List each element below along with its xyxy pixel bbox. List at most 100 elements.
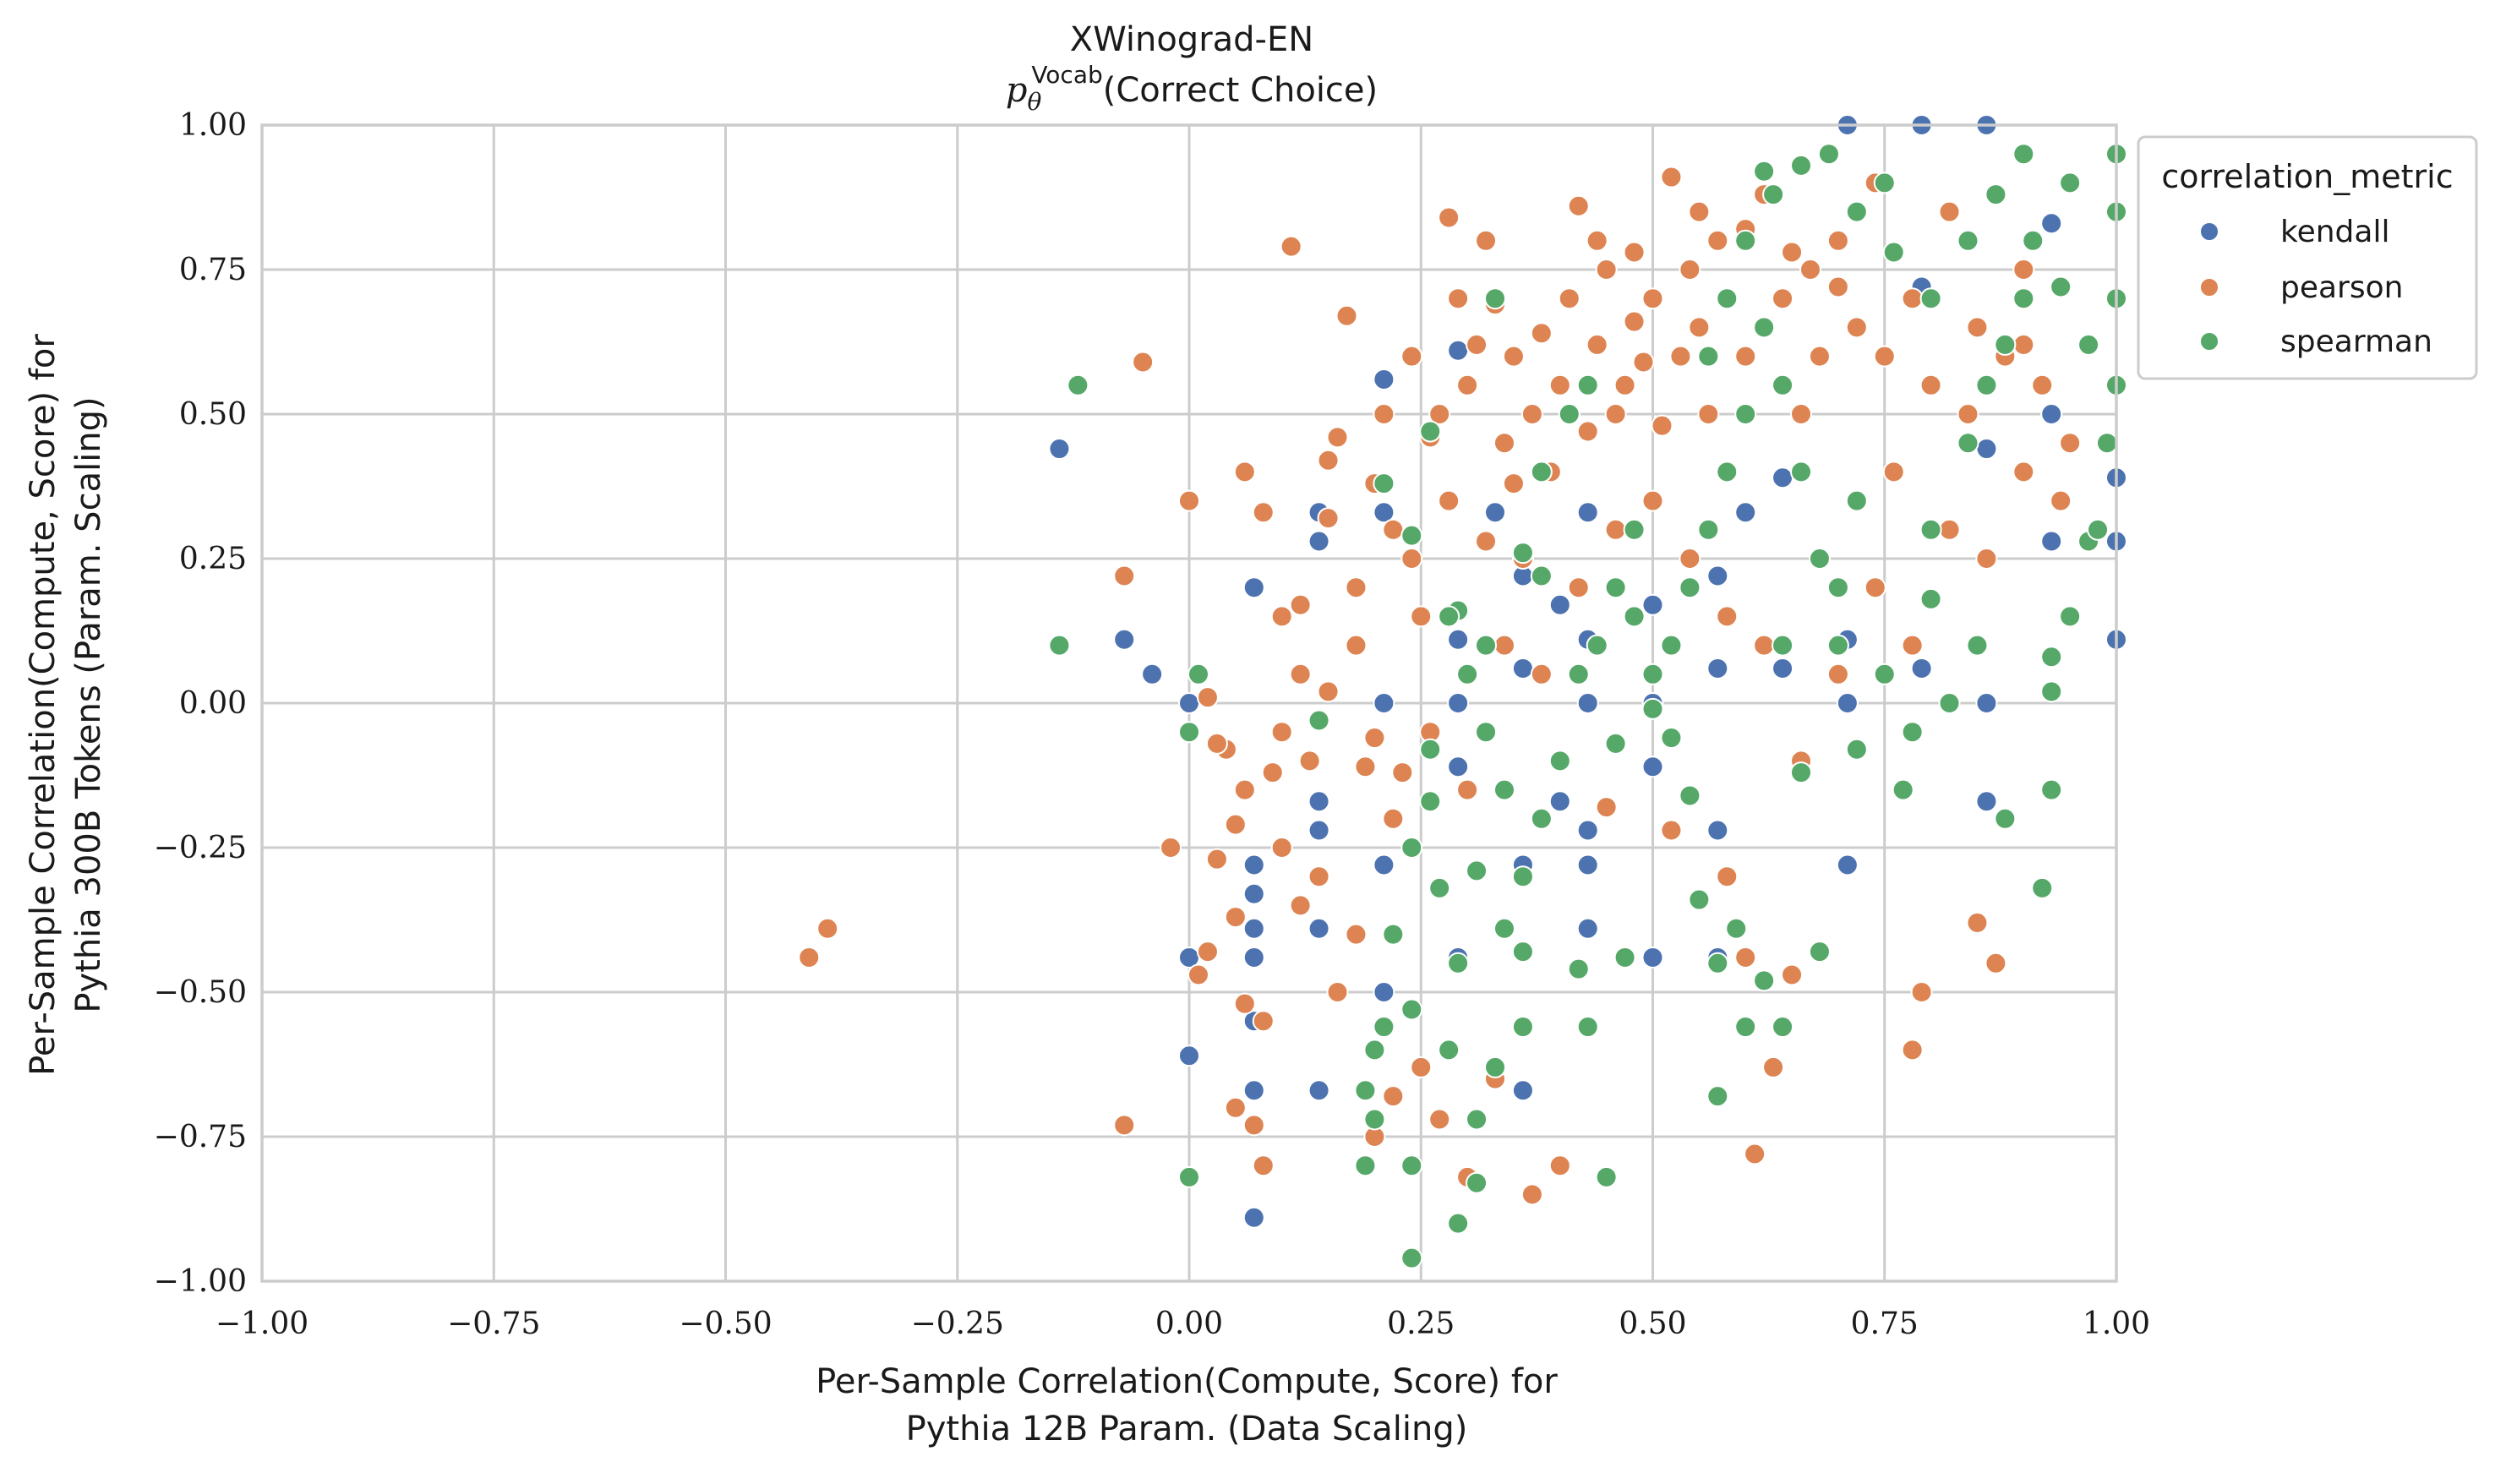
data-point-pearson [1493, 432, 1515, 455]
x-tick-label: 0.00 [1155, 1307, 1223, 1341]
x-axis-label-line2: Pythia 12B Param. (Data Scaling) [906, 1410, 1468, 1449]
data-point-pearson [2012, 461, 2035, 483]
data-point-pearson [1901, 634, 1924, 657]
legend-marker-pearson [2199, 277, 2219, 297]
data-point-spearman [1725, 917, 1748, 940]
y-axis-label-line2: Pythia 300B Tokens (Param. Scaling) [69, 396, 108, 1012]
data-point-kendall [1242, 1079, 1265, 1102]
data-point-spearman [1957, 432, 1979, 455]
data-point-pearson [1252, 1010, 1275, 1033]
data-point-spearman [2012, 143, 2035, 166]
data-point-spearman [2040, 778, 2063, 801]
x-tick-label: 1.00 [2083, 1307, 2150, 1341]
data-point-pearson [1373, 403, 1395, 425]
data-point-pearson [2031, 374, 2054, 396]
data-point-kendall [1373, 368, 1395, 390]
data-point-spearman [1845, 200, 1868, 223]
data-point-spearman [1734, 229, 1757, 252]
data-point-spearman [1938, 692, 1961, 714]
data-point-spearman [1919, 287, 1942, 310]
data-point-pearson [1781, 963, 1804, 986]
data-point-spearman [2050, 276, 2072, 298]
data-point-kendall [2040, 212, 2063, 235]
data-point-kendall [1734, 501, 1757, 524]
data-point-pearson [1178, 489, 1200, 512]
data-point-spearman [1679, 576, 1701, 599]
data-point-pearson [1901, 1039, 1924, 1061]
y-tick-label: 0.25 [179, 542, 247, 576]
data-point-kendall [1048, 438, 1071, 461]
data-point-kendall [1242, 1206, 1265, 1229]
data-point-pearson [1113, 1114, 1136, 1137]
data-point-kendall [1373, 854, 1395, 876]
data-point-pearson [1845, 316, 1868, 339]
data-point-spearman [1808, 941, 1831, 963]
data-point-spearman [1919, 587, 1942, 610]
data-point-spearman [1530, 565, 1553, 587]
data-point-spearman [1604, 732, 1627, 755]
data-point-pearson [1410, 1056, 1433, 1078]
data-point-pearson [2050, 489, 2072, 512]
data-point-kendall [1113, 628, 1136, 651]
data-point-kendall [1641, 593, 1664, 616]
legend-title: correlation_metric [2161, 158, 2453, 195]
data-point-pearson [1548, 374, 1571, 396]
data-point-kendall [1308, 530, 1330, 553]
data-point-pearson [1753, 634, 1776, 657]
data-point-pearson [1456, 374, 1479, 396]
data-point-spearman [1447, 952, 1470, 974]
data-point-pearson [1985, 952, 2007, 974]
data-point-pearson [1567, 576, 1590, 599]
data-point-spearman [1400, 998, 1423, 1021]
data-point-kendall [1141, 663, 1164, 685]
data-point-pearson [1475, 229, 1498, 252]
data-point-kendall [1447, 628, 1470, 651]
data-point-spearman [1308, 709, 1330, 732]
data-point-spearman [1400, 1247, 1423, 1269]
y-tick-label: −1.00 [154, 1264, 247, 1299]
data-point-kendall [1373, 692, 1395, 714]
data-point-pearson [1734, 946, 1757, 968]
data-point-spearman [1790, 461, 1813, 483]
x-tick-label: −0.75 [447, 1307, 540, 1341]
data-point-kendall [1576, 692, 1599, 714]
data-point-pearson [1697, 403, 1720, 425]
data-point-pearson [1317, 680, 1340, 703]
data-point-pearson [1604, 403, 1627, 425]
data-point-spearman [1753, 316, 1776, 339]
data-point-pearson [1520, 1183, 1543, 1206]
data-point-kendall [1373, 981, 1395, 1003]
data-point-spearman [1400, 837, 1423, 859]
data-point-spearman [1576, 374, 1599, 396]
data-point-pearson [1345, 576, 1368, 599]
legend-marker-kendall [2199, 221, 2219, 242]
data-point-spearman [1419, 738, 1442, 761]
data-point-spearman [1511, 542, 1534, 565]
data-point-spearman [1466, 1108, 1488, 1131]
data-point-pearson [1289, 593, 1312, 616]
data-point-spearman [1548, 750, 1571, 772]
data-point-pearson [1688, 200, 1711, 223]
data-point-spearman [1790, 761, 1813, 784]
data-point-pearson [1576, 420, 1599, 443]
data-point-pearson [1280, 235, 1302, 258]
data-point-pearson [1447, 287, 1470, 310]
data-point-pearson [1317, 449, 1340, 472]
data-point-kendall [1772, 466, 1794, 489]
data-point-spearman [1475, 634, 1498, 657]
data-point-kendall [1576, 854, 1599, 876]
data-point-pearson [1762, 1056, 1785, 1078]
data-point-spearman [1808, 548, 1831, 570]
data-point-kendall [1178, 1045, 1200, 1067]
data-point-pearson [1317, 507, 1340, 530]
legend-label-spearman: spearman [2280, 325, 2432, 359]
data-point-pearson [1233, 778, 1256, 801]
data-point-pearson [1530, 663, 1553, 685]
data-point-pearson [1651, 414, 1673, 437]
data-point-spearman [1716, 287, 1739, 310]
data-point-kendall [1511, 657, 1534, 679]
data-point-spearman [1679, 784, 1701, 807]
data-point-spearman [1484, 287, 1507, 310]
data-point-pearson [1864, 576, 1886, 599]
